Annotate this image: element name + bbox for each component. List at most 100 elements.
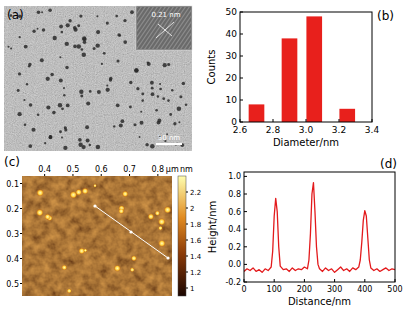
y-tick (20, 183, 22, 184)
tem-noise (4, 6, 192, 151)
particle (145, 143, 148, 146)
afm-particle (122, 191, 128, 197)
particle (163, 63, 167, 67)
y-tick-label: -0.2 (225, 278, 241, 287)
particle (77, 24, 80, 27)
particle (150, 144, 155, 149)
particle (171, 89, 174, 92)
particle (157, 95, 159, 97)
afm-particle (84, 249, 87, 252)
particle (178, 121, 180, 123)
inset-marker (156, 22, 174, 38)
particle (133, 123, 136, 126)
particle (42, 28, 45, 31)
afm-particle (158, 226, 162, 230)
particle (53, 36, 57, 40)
y-tick-label: 0.8 (228, 190, 241, 199)
particle (68, 19, 71, 22)
afm-particle (114, 265, 120, 271)
afm-particle (37, 209, 44, 216)
particle (80, 95, 83, 98)
x-tick-label: 0 (241, 285, 246, 294)
x-tick-label: 400 (357, 285, 372, 294)
y-tick (240, 12, 243, 13)
colorbar-tick-label: 1.8 (190, 221, 201, 229)
y-tick-label: 0.1 (6, 180, 19, 189)
colorbar (178, 176, 186, 296)
y-tick-label: 40 (226, 29, 238, 39)
particle (116, 103, 120, 107)
particle (46, 77, 50, 81)
y-tick (240, 34, 243, 35)
particle (162, 97, 165, 100)
x-tick-label: 0.4 (38, 165, 51, 174)
scale-bar (156, 143, 182, 145)
x-tick-label: 500 (387, 285, 402, 294)
x-tick-label: 3.2 (332, 125, 346, 135)
x-tick-label: 300 (327, 285, 342, 294)
y-tick (244, 246, 247, 247)
particle (66, 23, 70, 27)
x-tick-label: 0.5 (67, 165, 80, 174)
colorbar-tick-label: 2.2 (190, 189, 201, 197)
particle (140, 121, 144, 125)
profile-curve (244, 183, 395, 273)
lattice-fringe (188, 6, 192, 50)
particle (129, 106, 132, 109)
afm-particle (37, 190, 44, 197)
lattice-fringe (184, 6, 192, 50)
particle (85, 125, 89, 129)
y-tick-label: 10 (226, 95, 238, 105)
colorbar-tick (186, 208, 188, 209)
particle (119, 124, 123, 128)
x-axis-label: Diameter/nm (273, 137, 339, 148)
particle (44, 142, 46, 144)
panel-d: -0.20.00.20.40.60.81.00100200300400500Di… (207, 157, 403, 307)
particle (147, 62, 151, 66)
colorbar-tick (186, 192, 188, 193)
particle (83, 37, 87, 41)
bar (249, 104, 265, 122)
afm-particle (119, 208, 124, 213)
x-tick (244, 279, 245, 282)
particle (19, 36, 21, 38)
scale-bar-label: 30 nm (158, 134, 181, 142)
particle (79, 14, 82, 17)
particle (115, 15, 118, 18)
colorbar-tick (186, 272, 188, 273)
x-tick (334, 279, 335, 282)
particle (61, 137, 63, 139)
particle (32, 30, 35, 33)
panel-label: (c) (4, 155, 20, 169)
particle (28, 144, 32, 148)
particle (117, 33, 120, 36)
particle (59, 130, 62, 133)
x-tick (273, 119, 274, 122)
x-tick-label: 3.0 (299, 125, 314, 135)
profile-line (95, 206, 168, 258)
series (244, 183, 395, 273)
particle (49, 136, 52, 139)
particle (64, 128, 67, 131)
x-tick (395, 279, 396, 282)
colorbar-label: nm (180, 165, 193, 174)
particle (140, 111, 142, 113)
x-tick-label: 200 (297, 285, 312, 294)
tem-background (4, 6, 192, 151)
particle (65, 42, 69, 46)
afm-particle (155, 211, 160, 216)
particle (159, 83, 161, 85)
particle (159, 88, 162, 91)
panel-label: (a) (7, 8, 24, 22)
particle (167, 63, 170, 66)
x-tick (129, 174, 130, 176)
panel-label: (b) (377, 9, 394, 23)
afm-particle (79, 248, 85, 254)
particle (134, 68, 138, 72)
particle (52, 111, 56, 115)
bar (282, 38, 298, 122)
particle (79, 90, 83, 94)
x-tick-label: 0.6 (95, 165, 108, 174)
particle (23, 99, 25, 101)
particle (106, 88, 110, 92)
